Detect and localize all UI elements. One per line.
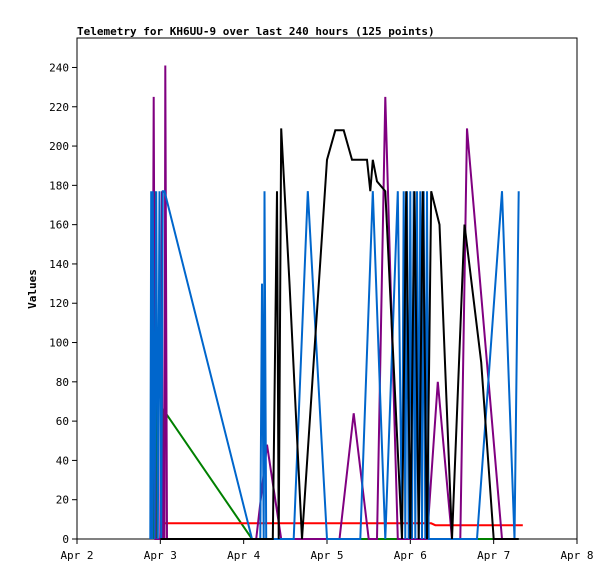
series-line	[151, 65, 507, 540]
series-line	[164, 522, 523, 527]
x-tick-label: Apr 3	[144, 549, 177, 562]
y-tick-label: 140	[49, 258, 69, 271]
series-layer	[149, 65, 523, 540]
x-axis: Apr 2 Apr 3 Apr 4 Apr 5 Apr 6 Apr 7 Apr 8	[60, 539, 594, 562]
y-tick-label: 100	[49, 337, 69, 350]
y-tick-label: 240	[49, 61, 69, 74]
y-tick-label: 200	[49, 140, 69, 153]
y-tick-label: 60	[56, 415, 69, 428]
y-tick-label: 20	[56, 494, 69, 507]
y-axis: 0 20 40 60 80 100 120 140 160 180 200 220 240	[49, 61, 77, 546]
y-tick-label: 40	[56, 454, 69, 467]
y-tick-label: 180	[49, 179, 69, 192]
y-tick-label: 220	[49, 101, 69, 114]
x-tick-label: Apr 5	[310, 549, 343, 562]
x-tick-label: Apr 4	[227, 549, 260, 562]
y-tick-label: 160	[49, 219, 69, 232]
y-tick-label: 80	[56, 376, 69, 389]
x-tick-label: Apr 6	[394, 549, 427, 562]
chart-title: Telemetry for KH6UU-9 over last 240 hour…	[77, 25, 435, 38]
y-tick-label: 0	[62, 533, 69, 546]
series-line	[160, 128, 519, 540]
y-tick-label: 120	[49, 297, 69, 310]
x-tick-label: Apr 7	[477, 549, 510, 562]
y-axis-label: Values	[26, 269, 39, 309]
x-tick-label: Apr 8	[560, 549, 593, 562]
x-tick-label: Apr 2	[60, 549, 93, 562]
